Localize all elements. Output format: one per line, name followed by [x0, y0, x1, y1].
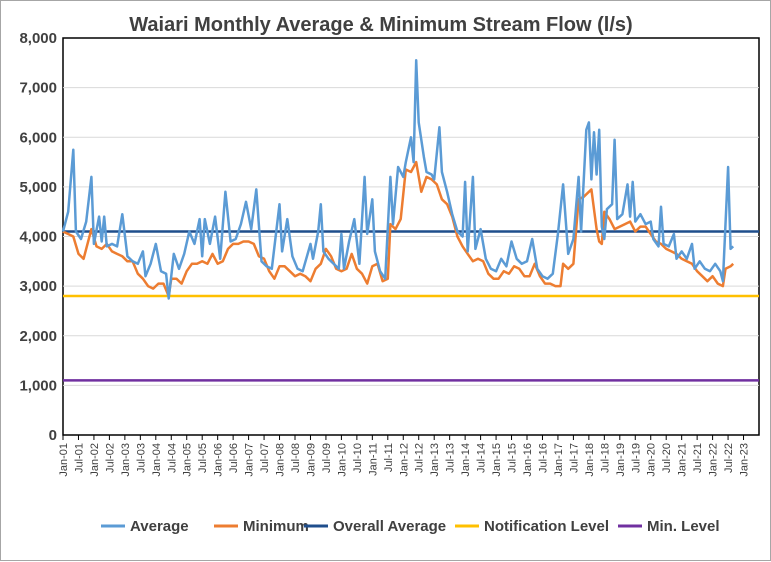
x-tick-label: Jan-11 [367, 443, 379, 476]
series-layer [61, 59, 735, 300]
x-tick-label: Jul-15 [507, 443, 519, 473]
x-tick-label: Jan-14 [460, 443, 472, 477]
x-tick-label: Jul-20 [661, 443, 673, 473]
x-tick-label: Jul-22 [723, 443, 735, 473]
x-tick-label: Jan-05 [182, 443, 194, 477]
x-tick-label: Jul-12 [414, 443, 426, 473]
x-tick-label: Jan-20 [646, 443, 658, 477]
x-tick-label: Jan-22 [708, 443, 720, 477]
x-tick-label: Jul-14 [476, 443, 488, 473]
x-tick-label: Jul-18 [599, 443, 611, 473]
y-tick-label: 4,000 [19, 229, 57, 246]
x-tick-label: Jul-02 [104, 443, 116, 473]
legend-label: Average [130, 518, 189, 535]
x-tick-label: Jul-10 [352, 443, 364, 473]
x-tick-label: Jan-09 [305, 443, 317, 477]
legend-label: Min. Level [647, 518, 720, 535]
y-tick-label: 8,000 [19, 30, 57, 47]
x-tick-label: Jul-01 [73, 443, 85, 473]
x-tick-label: Jan-19 [615, 443, 627, 477]
x-tick-label: Jul-16 [537, 443, 549, 473]
x-tick-label: Jan-13 [429, 443, 441, 477]
x-tick-label: Jul-08 [290, 443, 302, 473]
y-tick-label: 2,000 [19, 328, 57, 345]
x-tick-label: Jan-12 [398, 443, 410, 477]
y-tick-label: 3,000 [19, 278, 57, 295]
x-tick-label: Jul-09 [321, 443, 333, 473]
x-tick-label: Jan-18 [584, 443, 596, 477]
x-tick-label: Jan-10 [336, 443, 348, 477]
x-tick-label: Jan-17 [553, 443, 565, 477]
y-tick-label: 1,000 [19, 377, 57, 394]
legend-label: Overall Average [333, 518, 446, 535]
series-line-average [61, 59, 735, 300]
legend-label: Notification Level [484, 518, 609, 535]
x-tick-label: Jan-21 [677, 443, 689, 477]
y-tick-label: 7,000 [19, 80, 57, 97]
x-tick-label: Jan-16 [522, 443, 534, 477]
x-tick-label: Jan-03 [120, 443, 132, 477]
x-tick-label: Jul-19 [630, 443, 642, 473]
x-tick-label: Jan-01 [58, 443, 70, 477]
x-tick-label: Jul-05 [197, 443, 209, 473]
x-axis-ticks: Jan-01 Jul-01 Jan-02 Jul-02 Jan-03 Jul-03 Jan-… [58, 435, 751, 477]
x-tick-label: Jan-23 [739, 443, 751, 477]
x-tick-label: Jul-06 [228, 443, 240, 473]
grid-layer [63, 87, 759, 386]
y-tick-label: 5,000 [19, 179, 57, 196]
x-tick-label: Jan-04 [151, 443, 163, 477]
x-tick-label: Jan-02 [89, 443, 101, 477]
x-tick-label: Jan-15 [491, 443, 503, 477]
chart-title: Waiari Monthly Average & Minimum Stream … [129, 14, 632, 36]
x-tick-label: Jul-04 [166, 443, 178, 473]
reference-lines [63, 230, 759, 382]
y-axis-ticks: 0 1,000 2,000 3,000 4,000 5,000 6,000 7,000 8,00… [19, 30, 57, 444]
x-tick-label: Jul-03 [135, 443, 147, 473]
x-tick-label: Jul-07 [259, 443, 271, 473]
x-tick-label: Jan-08 [275, 443, 287, 477]
x-tick-label: Jul-21 [692, 443, 704, 473]
x-tick-label: Jul-17 [568, 443, 580, 473]
x-tick-label: Jan-06 [213, 443, 225, 477]
legend-label: Minimum [243, 518, 309, 535]
x-tick-label: Jul-13 [445, 443, 457, 473]
x-tick-label: Jul-11 [383, 443, 395, 472]
legend: Average Minimum Overall Average Notificatio… [101, 518, 720, 535]
x-tick-label: Jan-07 [244, 443, 256, 477]
y-tick-label: 6,000 [19, 129, 57, 146]
y-tick-label: 0 [49, 427, 57, 444]
